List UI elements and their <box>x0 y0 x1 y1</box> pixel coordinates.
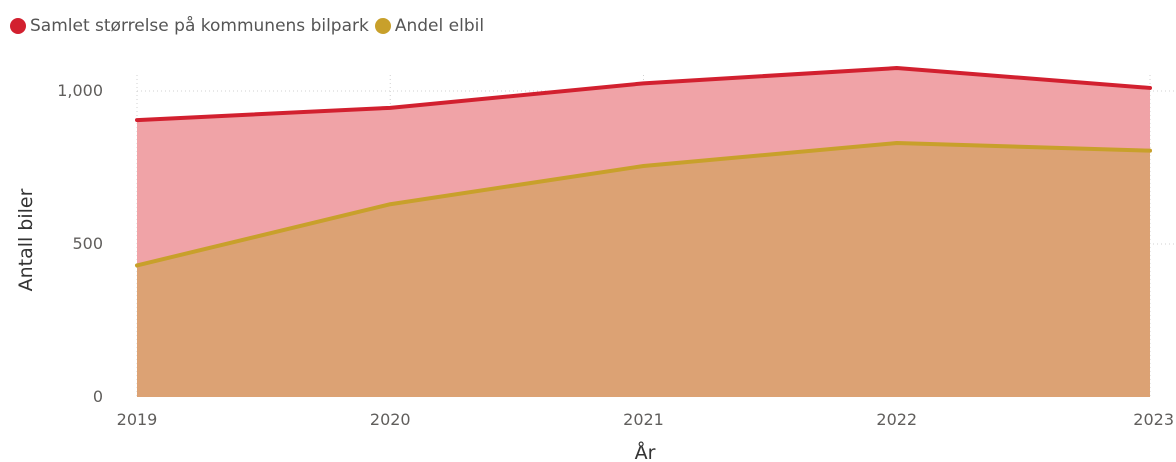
point-series-1-2020 <box>388 202 392 206</box>
area-series-1 <box>137 143 1150 397</box>
point-series-0-2023 <box>1148 86 1152 90</box>
x-tick-label-2019: 2019 <box>117 410 158 429</box>
point-series-0-2021 <box>642 81 645 85</box>
x-axis-title: År <box>635 441 656 462</box>
legend-swatch-total <box>10 18 26 34</box>
point-series-1-2021 <box>642 164 645 168</box>
x-tick-label-2021: 2021 <box>623 410 664 429</box>
legend-label-total: Samlet størrelse på kommunens bilpark <box>30 16 369 36</box>
x-tick-label-2023: 2023 <box>1133 410 1174 429</box>
x-tick-label-2022: 2022 <box>876 410 917 429</box>
x-tick-label-2020: 2020 <box>370 410 411 429</box>
y-tick-label-1: 500 <box>72 234 103 253</box>
point-series-0-2019 <box>135 118 139 122</box>
point-series-1-2019 <box>135 263 139 267</box>
point-series-0-2020 <box>388 106 392 110</box>
y-tick-label-2: 1,000 <box>57 81 103 100</box>
point-series-1-2022 <box>895 141 899 145</box>
legend-item-ev[interactable]: Andel elbil <box>374 16 485 36</box>
y-axis-title: Antall biler <box>15 188 37 291</box>
y-tick-label-0: 0 <box>93 387 103 406</box>
legend-item-total[interactable]: Samlet størrelse på kommunens bilpark <box>10 16 369 36</box>
point-series-1-2023 <box>1148 149 1152 153</box>
legend: Samlet størrelse på kommunens bilpark An… <box>10 16 490 36</box>
legend-label-ev: Andel elbil <box>394 16 485 36</box>
legend-swatch-ev <box>374 18 391 34</box>
point-series-0-2022 <box>895 66 899 70</box>
